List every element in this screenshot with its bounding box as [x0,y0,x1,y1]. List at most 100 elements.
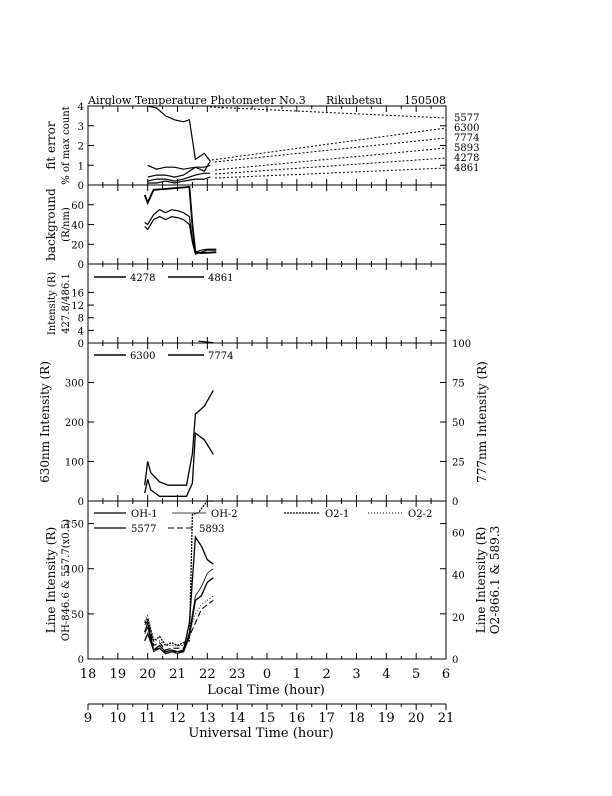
universal-tick-label: 16 [289,711,306,726]
y-tick-label: 1 [78,161,84,172]
universal-tick-label: 12 [169,711,186,726]
oi-777-series [144,390,214,486]
universal-tick-label: 15 [259,711,276,726]
universal-tick-label: 20 [408,711,425,726]
y-tick-label: 0 [78,260,84,271]
fit-error-series [147,160,211,172]
y-tick-label: 40 [71,221,84,232]
y-axis-label-right: 777nm Intensity (R) [475,361,489,483]
y-axis-label-2: OH-846.6 & 557.7(x0.5) [61,519,72,641]
y-tick-label: 0 [78,655,84,666]
legend-label: 5577 [131,524,156,535]
fit-error-leader [214,167,447,179]
fit-error-series-label: 6300 [454,123,479,134]
y-tick-label: 50 [71,610,84,621]
y-axis-label-right-2: O2-866.1 & 589.3 [488,526,502,635]
background-series [144,208,217,253]
universal-time-label: Universal Time (hour) [188,726,333,741]
local-tick-label: 1 [293,667,301,682]
y-tick-label: 150 [65,520,84,531]
y-axis-label: 630nm Intensity (R) [38,361,52,483]
fit-error-series-label: 4861 [454,163,479,174]
local-tick-label: 21 [169,667,186,682]
local-tick-label: 0 [263,667,271,682]
fit-error-series [147,172,211,182]
y-tick-label: 4 [78,102,84,113]
local-tick-label: 19 [110,667,127,682]
universal-tick-label: 18 [348,711,365,726]
universal-tick-label: 14 [229,711,246,726]
y-tick-label-right: 25 [452,458,465,469]
y-axis-label: background [44,188,58,261]
universal-tick-label: 10 [110,711,127,726]
line-intensity-series [144,568,214,655]
fit-error-series-label: 4278 [454,153,479,164]
y-tick-label-right: 40 [452,571,465,582]
local-tick-label: 2 [323,667,331,682]
y-axis-label-2: % of max count [61,106,72,184]
fit-error-series-label: 7774 [454,133,479,144]
line-intensity-series [144,595,214,646]
legend-label: 7774 [208,351,233,362]
fit-error-series [147,105,211,162]
background-series [144,215,217,255]
fit-error-series-label: 5893 [454,143,479,154]
local-tick-label: 23 [229,667,246,682]
fit-error-leader [214,147,447,171]
y-axis-label: Line Intensity (R) [44,527,58,633]
legend-label: 6300 [130,351,155,362]
y-tick-label-right: 0 [452,497,458,508]
fit-error-series-label: 5577 [454,113,479,124]
y-tick-label-right: 100 [452,339,471,350]
legend-label: 4278 [130,273,155,284]
y-tick-label: 0 [78,497,84,508]
line-intensity-series [144,535,214,653]
y-axis-label-2: (R/nm) [61,207,72,242]
y-axis-label-right: Line Intensity (R) [474,527,488,633]
fit-error-leader [214,137,447,163]
legend-label: 5893 [199,524,224,535]
y-tick-label: 3 [78,122,84,133]
legend-label: OH-1 [131,509,158,520]
y-tick-label: 4 [78,326,84,337]
local-time-label: Local Time (hour) [207,683,325,698]
y-tick-label: 0 [78,339,84,350]
line-intensity-series [144,500,214,647]
y-tick-label: 100 [65,565,84,576]
fit-error-series [147,176,211,184]
blue-line-series [198,340,214,344]
y-tick-label: 2 [78,142,84,153]
background-series [143,186,217,255]
panel-frame-oi_lines [87,342,447,502]
local-tick-label: 4 [382,667,390,682]
legend-label: 4861 [208,273,233,284]
local-tick-label: 18 [80,667,97,682]
local-tick-label: 20 [139,667,156,682]
universal-tick-label: 21 [438,711,455,726]
chart-title: Airglow Temperature Photometer No.3 [87,94,306,107]
line-intensity-series [144,577,214,655]
chart-site: Rikubetsu [326,94,382,107]
y-axis-label: Intensity (R) [47,272,58,335]
y-tick-label-right: 0 [452,655,458,666]
universal-tick-label: 17 [318,711,335,726]
local-tick-label: 5 [412,667,420,682]
y-tick-label-right: 50 [452,418,465,429]
y-tick-label: 20 [71,240,84,251]
universal-tick-label: 13 [199,711,216,726]
line-intensity-series [144,599,214,651]
local-tick-label: 6 [442,667,450,682]
oi-630-series [144,431,214,497]
chart-date: 150508 [404,94,446,107]
legend-label: O2-2 [408,509,432,520]
y-axis-label: fit error [44,121,58,169]
y-tick-label: 16 [71,288,84,299]
y-tick-label-right: 60 [452,529,465,540]
y-tick-label: 12 [71,301,84,312]
panel-frame-background [87,184,447,265]
universal-tick-label: 19 [378,711,395,726]
fit-error-leader [211,127,447,161]
